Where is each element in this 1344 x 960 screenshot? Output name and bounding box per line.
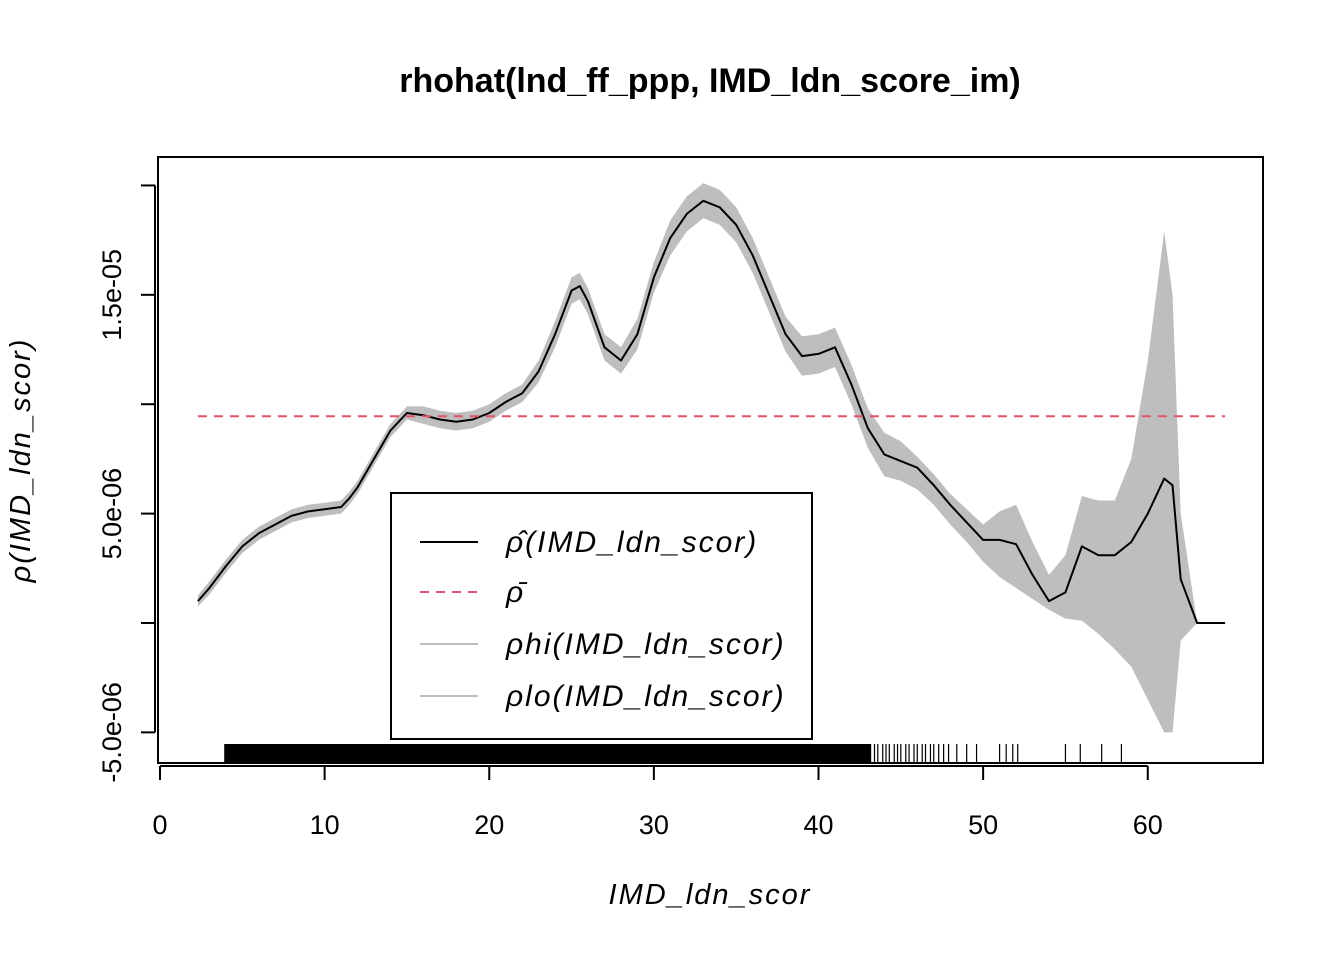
x-tick-label: 50 — [968, 810, 998, 840]
x-tick-label: 20 — [474, 810, 504, 840]
rug-marks — [224, 744, 1123, 763]
x-tick-label: 60 — [1133, 810, 1163, 840]
legend-box — [390, 492, 813, 740]
y-tick-label: 1.5e-05 — [97, 249, 127, 341]
y-axis-label: ρ(IMD_ldn_scor) — [5, 338, 37, 584]
x-axis: 0 10 20 30 40 50 60 — [152, 765, 1163, 840]
y-axis: -5.0e-06 5.0e-06 1.5e-05 — [97, 184, 156, 783]
chart-title: rhohat(lnd_ff_ppp, IMD_ldn_score_im) — [399, 62, 1021, 100]
series-line-rhohat — [197, 199, 1226, 624]
series-lines — [197, 199, 1226, 624]
y-tick-label: 5.0e-06 — [97, 468, 127, 560]
x-tick-label: 10 — [310, 810, 340, 840]
y-tick-label: -5.0e-06 — [97, 682, 127, 783]
rug-dense-block — [224, 744, 872, 763]
legend-label-rholo: ρlo(IMD_ldn_scor) — [505, 680, 786, 713]
x-tick-label: 40 — [803, 810, 833, 840]
legend-label-rhohi: ρhi(IMD_ldn_scor) — [505, 628, 786, 661]
legend: ρ̂(IMD_ldn_scor) ρ̄ ρhi(IMD_ldn_scor) ρl… — [390, 492, 813, 740]
legend-label-rhohat: ρ̂(IMD_ldn_scor) — [505, 526, 758, 559]
x-tick-label: 0 — [152, 810, 167, 840]
legend-label-rhobar: ρ̄ — [505, 576, 528, 609]
x-tick-label: 30 — [639, 810, 669, 840]
x-axis-label: IMD_ldn_scor — [609, 879, 812, 911]
